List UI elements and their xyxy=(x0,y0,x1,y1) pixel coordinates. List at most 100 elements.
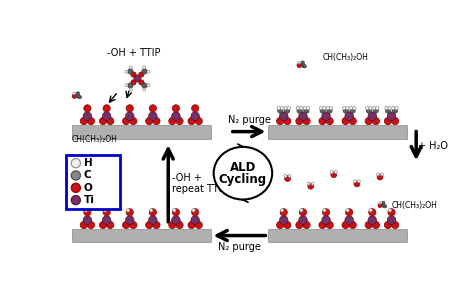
Circle shape xyxy=(299,112,307,120)
Circle shape xyxy=(303,65,306,68)
Circle shape xyxy=(131,72,136,77)
Circle shape xyxy=(100,117,107,125)
Circle shape xyxy=(134,75,141,82)
Circle shape xyxy=(280,107,283,110)
Circle shape xyxy=(354,180,356,183)
Text: CH(CH₃)₂OH: CH(CH₃)₂OH xyxy=(392,201,438,210)
Circle shape xyxy=(173,105,180,112)
Bar xyxy=(268,125,407,138)
Bar xyxy=(72,229,210,243)
Circle shape xyxy=(84,209,87,212)
Circle shape xyxy=(349,107,353,110)
Circle shape xyxy=(172,112,180,120)
Circle shape xyxy=(278,108,283,113)
Circle shape xyxy=(342,117,349,125)
Circle shape xyxy=(149,105,156,112)
Ellipse shape xyxy=(214,147,272,200)
Circle shape xyxy=(388,107,392,110)
Circle shape xyxy=(307,182,310,185)
Circle shape xyxy=(71,171,81,180)
Circle shape xyxy=(195,222,202,229)
Circle shape xyxy=(353,107,356,110)
Circle shape xyxy=(304,108,309,113)
Circle shape xyxy=(280,216,288,225)
Circle shape xyxy=(392,107,395,110)
Circle shape xyxy=(378,203,382,207)
Circle shape xyxy=(322,112,330,120)
Circle shape xyxy=(377,174,383,180)
Circle shape xyxy=(125,84,128,87)
Bar xyxy=(268,229,407,243)
Circle shape xyxy=(395,107,398,110)
Circle shape xyxy=(346,209,349,212)
Circle shape xyxy=(78,95,82,99)
Circle shape xyxy=(80,117,87,125)
Circle shape xyxy=(322,216,330,225)
Circle shape xyxy=(195,117,202,125)
Circle shape xyxy=(129,66,132,69)
Circle shape xyxy=(319,222,326,229)
Circle shape xyxy=(388,209,395,216)
Circle shape xyxy=(281,209,284,212)
Circle shape xyxy=(319,107,323,110)
Circle shape xyxy=(366,108,372,113)
Circle shape xyxy=(143,88,146,91)
Circle shape xyxy=(148,112,157,120)
Circle shape xyxy=(346,107,349,110)
Text: + H₂O: + H₂O xyxy=(419,141,448,151)
Circle shape xyxy=(311,182,314,185)
Bar xyxy=(72,125,210,138)
Circle shape xyxy=(83,112,91,120)
Circle shape xyxy=(191,209,199,216)
Circle shape xyxy=(379,202,381,204)
Circle shape xyxy=(384,117,392,125)
Circle shape xyxy=(303,117,310,125)
Circle shape xyxy=(327,108,332,113)
Circle shape xyxy=(80,222,87,229)
Circle shape xyxy=(173,209,176,212)
Text: Cycling: Cycling xyxy=(219,173,267,186)
Circle shape xyxy=(308,183,314,189)
Circle shape xyxy=(146,222,153,229)
Circle shape xyxy=(384,222,392,229)
Circle shape xyxy=(392,108,398,113)
Text: N₂ purge: N₂ purge xyxy=(218,242,261,252)
Circle shape xyxy=(329,107,333,110)
Circle shape xyxy=(330,171,333,174)
Circle shape xyxy=(387,216,396,225)
Circle shape xyxy=(343,108,348,113)
Text: C: C xyxy=(83,170,91,181)
Circle shape xyxy=(343,107,346,110)
Text: CH(CH₃)₂OH: CH(CH₃)₂OH xyxy=(72,135,118,144)
Circle shape xyxy=(369,107,372,110)
Circle shape xyxy=(300,209,307,216)
Circle shape xyxy=(142,83,147,88)
Circle shape xyxy=(87,222,95,229)
Circle shape xyxy=(103,105,110,112)
Circle shape xyxy=(368,112,376,120)
Circle shape xyxy=(127,209,130,212)
Text: N₂ purge: N₂ purge xyxy=(228,116,271,126)
Circle shape xyxy=(153,117,160,125)
Circle shape xyxy=(382,204,385,207)
Circle shape xyxy=(357,180,360,183)
Circle shape xyxy=(365,222,372,229)
Circle shape xyxy=(123,222,130,229)
Circle shape xyxy=(84,209,91,216)
Circle shape xyxy=(326,222,333,229)
Circle shape xyxy=(172,216,180,225)
Circle shape xyxy=(285,176,291,182)
Circle shape xyxy=(284,117,291,125)
Circle shape xyxy=(147,84,150,87)
Circle shape xyxy=(71,183,81,192)
Text: ALD: ALD xyxy=(230,160,256,173)
Circle shape xyxy=(319,117,326,125)
Circle shape xyxy=(392,222,399,229)
Circle shape xyxy=(388,209,392,212)
Circle shape xyxy=(130,117,137,125)
Circle shape xyxy=(128,69,133,74)
Circle shape xyxy=(369,209,376,216)
Circle shape xyxy=(320,108,325,113)
Circle shape xyxy=(150,209,153,212)
Circle shape xyxy=(284,108,290,113)
